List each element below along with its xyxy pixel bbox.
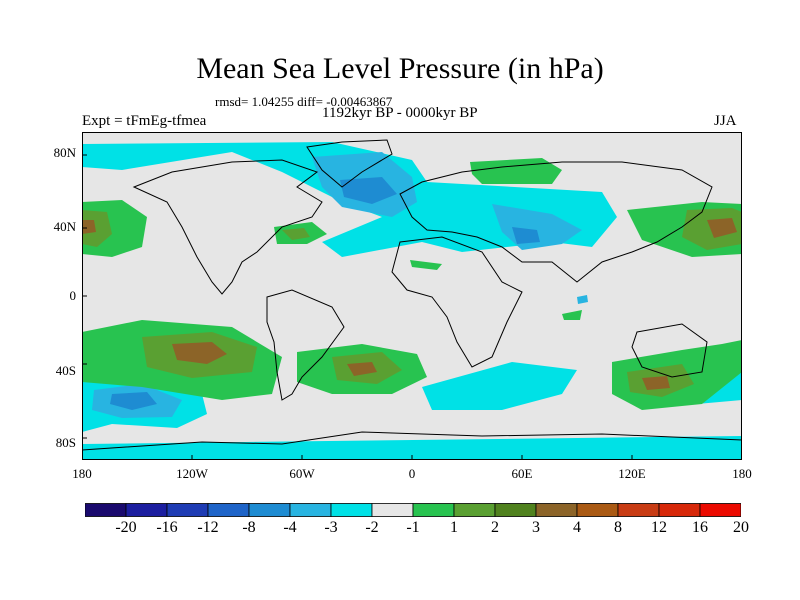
- colorbar-swatch: [658, 503, 701, 517]
- colorbar: [85, 503, 741, 517]
- lat-label: 40S: [55, 363, 76, 378]
- colorbar-swatch: [699, 503, 741, 517]
- colorbar-swatch: [371, 503, 414, 517]
- colorbar-swatch: [289, 503, 332, 517]
- colorbar-label: 3: [532, 519, 540, 536]
- colorbar-label: -12: [197, 519, 219, 536]
- axis-ticks: [82, 154, 633, 460]
- map-title: Mean Sea Level Pressure (in hPa): [196, 52, 604, 85]
- coastlines: [82, 139, 742, 451]
- colorbar-label: -1: [406, 519, 420, 536]
- coast-eurasia: [399, 161, 713, 283]
- colorbar-label: 20: [733, 519, 749, 536]
- season-label: JJA: [714, 113, 737, 129]
- lon-label: 60W: [289, 466, 315, 481]
- lat-label: 80N: [53, 145, 76, 160]
- colorbar-swatch: [330, 503, 373, 517]
- colorbar-swatch: [125, 503, 168, 517]
- colorbar-swatch: [248, 503, 291, 517]
- colorbar-label: 16: [692, 519, 708, 536]
- colorbar-swatch: [576, 503, 619, 517]
- coast-south-america: [266, 289, 345, 401]
- colorbar-label: -16: [156, 519, 178, 536]
- lon-label: 180: [72, 466, 92, 481]
- lat-label: 80S: [55, 435, 76, 450]
- strongest-negative-regions: [110, 177, 540, 410]
- colorbar-swatch: [453, 503, 496, 517]
- colorbar-swatch: [617, 503, 660, 517]
- colorbar-label: -4: [283, 519, 297, 536]
- colorbar-label: 4: [573, 519, 581, 536]
- lon-label: 180: [732, 466, 752, 481]
- colorbar-label: 12: [651, 519, 667, 536]
- lon-label: 60E: [511, 466, 533, 481]
- colorbar-swatch: [85, 503, 127, 517]
- colorbar-label: 2: [491, 519, 499, 536]
- stats-text: rmsd= 1.04255 diff= -0.00463867: [215, 94, 393, 109]
- period-label: 1192kyr BP - 0000kyr BP: [322, 105, 478, 121]
- colorbar-swatch: [412, 503, 455, 517]
- pressure-map: [82, 132, 742, 460]
- colorbar-label: -2: [365, 519, 379, 536]
- lon-label: 0: [408, 466, 416, 481]
- lat-label: 40N: [53, 219, 76, 234]
- colorbar-label: -8: [242, 519, 256, 536]
- coast-antarctica: [82, 431, 742, 451]
- lon-label: 120E: [618, 466, 646, 481]
- lat-label: 0: [69, 288, 77, 303]
- colorbar-label: 8: [614, 519, 622, 536]
- coast-greenland: [306, 139, 393, 188]
- colorbar-label: -20: [115, 519, 137, 536]
- coast-north-america: [132, 159, 323, 295]
- lon-label: 120W: [176, 466, 208, 481]
- strongest-positive-regions: [82, 218, 737, 390]
- colorbar-swatch: [207, 503, 250, 517]
- colorbar-swatch: [494, 503, 537, 517]
- coast-australia: [631, 323, 708, 378]
- colorbar-label: 1: [450, 519, 458, 536]
- colorbar-label: -3: [324, 519, 338, 536]
- experiment-label: Expt = tFmEg-tfmea: [82, 113, 207, 129]
- colorbar-swatch: [166, 503, 209, 517]
- coast-africa: [391, 236, 523, 368]
- colorbar-swatch: [535, 503, 578, 517]
